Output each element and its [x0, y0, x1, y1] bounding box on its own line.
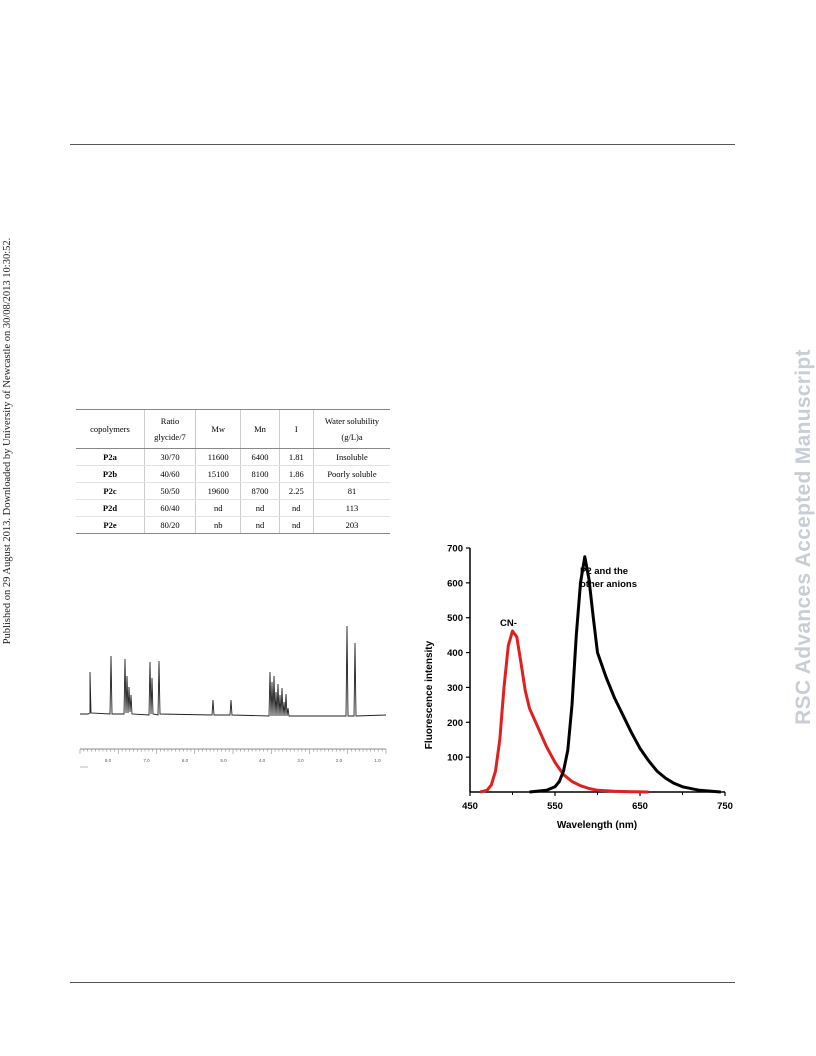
- col-header-mn: Mn: [240, 409, 280, 449]
- nmr-tick-label: 3.0: [297, 758, 304, 763]
- col-header-copolymers: copolymers: [76, 409, 145, 449]
- table-cell: 11600: [194, 448, 241, 466]
- table-cell: 1.86: [278, 465, 314, 483]
- journal-watermark: RSC Advances Accepted Manuscript: [792, 349, 815, 725]
- table-cell: 203: [313, 516, 390, 534]
- nmr-spectrum-trace: [80, 625, 387, 717]
- series-line-cn: [479, 629, 649, 794]
- copolymer-table: copolymers Ratio glycide/7 Mw Mn I Water…: [76, 409, 390, 534]
- nmr-axis-ticks: [79, 749, 387, 754]
- nmr-tick-label: 2.0: [336, 758, 343, 763]
- table-row: P2c 50/50 19600 8700 2.25 81: [76, 482, 390, 500]
- table-row: P2b 40/60 15100 8100 1.86 Poorly soluble: [76, 465, 390, 483]
- table-header-row: copolymers Ratio glycide/7 Mw Mn I Water…: [76, 409, 390, 449]
- y-tick-label: 700: [447, 544, 463, 555]
- nmr-tick-label: 7.0: [143, 758, 150, 763]
- x-tick-label: 750: [717, 801, 733, 812]
- table-cell: 40/60: [144, 465, 196, 483]
- table-cell: 30/70: [144, 448, 196, 466]
- table-cell: nd: [194, 499, 241, 517]
- series-line-p2: [529, 555, 721, 794]
- col-header-i: I: [278, 409, 314, 449]
- table-cell: 8100: [240, 465, 280, 483]
- table-cell: nd: [240, 499, 280, 517]
- col-header-mw: Mw: [194, 409, 241, 449]
- table-cell: 81: [313, 482, 390, 500]
- table-cell: 50/50: [144, 482, 196, 500]
- x-axis-label: Wavelength (nm): [557, 820, 637, 831]
- col-header-ratio: Ratio glycide/7: [144, 409, 196, 449]
- table-cell: 60/40: [144, 499, 196, 517]
- table-cell: 19600: [194, 482, 241, 500]
- x-tick-label: 650: [632, 801, 648, 812]
- y-tick-label: 600: [447, 578, 463, 589]
- y-tick-label: 300: [447, 683, 463, 694]
- chart-tick-labels: 100 200 300 400 500 600 700 450 550 650 750: [447, 544, 733, 813]
- chart-series: [479, 555, 721, 794]
- table-row: P2e 80/20 nb nd nd 203: [76, 516, 390, 534]
- table-row: P2d 60/40 nd nd nd 113: [76, 499, 390, 517]
- nmr-tick-label: 5.0: [220, 758, 227, 763]
- table-cell: nd: [278, 516, 314, 534]
- publication-watermark: Published on 29 August 2013. Downloaded …: [2, 237, 13, 645]
- table-cell: 15100: [194, 465, 241, 483]
- y-tick-label: 200: [447, 718, 463, 729]
- y-tick-label: 500: [447, 613, 463, 624]
- nmr-tick-label: 8.0: [105, 758, 112, 763]
- table-cell: nd: [240, 516, 280, 534]
- y-axis-label: Fluorescence intensity: [424, 640, 435, 749]
- table-cell: P2d: [76, 499, 145, 517]
- nmr-tick-label: 4.0: [259, 758, 266, 763]
- table-cell: P2e: [76, 516, 145, 534]
- series-label-p2-line2: other anions: [580, 579, 637, 590]
- header-rule: [70, 144, 735, 145]
- nmr-spectrum: 8.0 7.0 6.0 5.0 4.0 3.0 2.0 1.0: [79, 625, 387, 768]
- table-row: P2a 30/70 11600 6400 1.81 Insoluble: [76, 448, 390, 466]
- table-cell: 6400: [240, 448, 280, 466]
- fluorescence-chart: 100 200 300 400 500 600 700 450 550 650 750 Fluore…: [424, 544, 733, 832]
- series-label-cn: CN-: [500, 618, 517, 629]
- nmr-tick-label: 6.0: [182, 758, 189, 763]
- table-cell: P2b: [76, 465, 145, 483]
- series-label-p2-line1: P2 and the: [580, 566, 628, 577]
- chart-axes: [466, 547, 726, 796]
- table-cell: 80/20: [144, 516, 196, 534]
- table-cell: 2.25: [278, 482, 314, 500]
- table-cell: Insoluble: [313, 448, 390, 466]
- footer-rule: [70, 982, 735, 983]
- nmr-tick-label: 1.0: [374, 758, 381, 763]
- table-cell: P2a: [76, 448, 145, 466]
- y-tick-label: 100: [447, 753, 463, 764]
- table-cell: Poorly soluble: [313, 465, 390, 483]
- table-cell: 8700: [240, 482, 280, 500]
- table-cell: P2c: [76, 482, 145, 500]
- x-tick-label: 450: [462, 801, 478, 812]
- y-tick-label: 400: [447, 648, 463, 659]
- table-cell: 1.81: [278, 448, 314, 466]
- table-cell: nb: [194, 516, 241, 534]
- col-header-water-solubility: Water solubility (g/L)a: [313, 409, 390, 449]
- table-cell: nd: [278, 499, 314, 517]
- x-tick-label: 550: [547, 801, 563, 812]
- table-cell: 113: [313, 499, 390, 517]
